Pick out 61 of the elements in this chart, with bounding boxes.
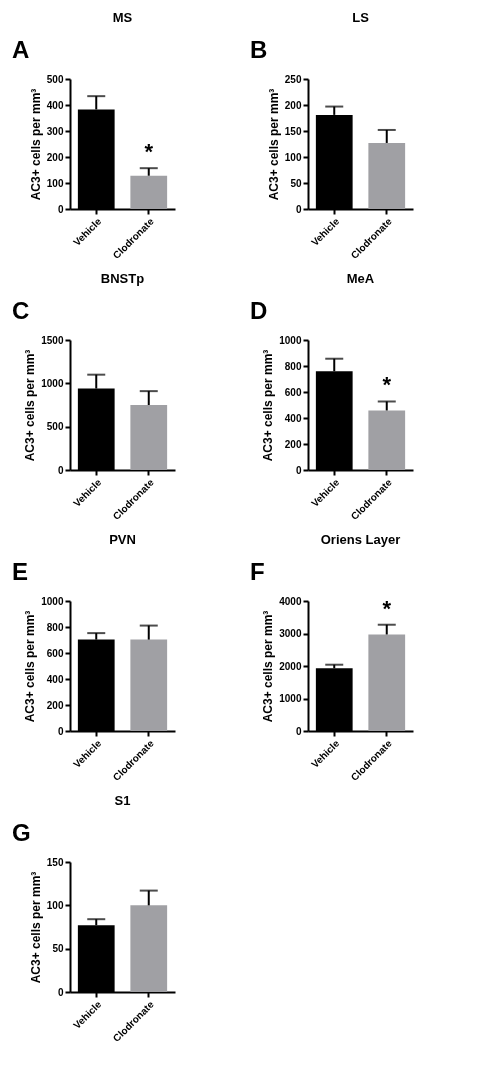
y-tick-label: 400 — [46, 673, 64, 685]
y-tick-label: 800 — [46, 621, 64, 633]
chart-title: Oriens Layer — [320, 532, 401, 547]
chart-title: PVN — [109, 532, 136, 547]
annotation: * — [382, 372, 392, 398]
text: A — [12, 36, 30, 63]
y-tick-label: 200 — [284, 99, 302, 111]
y-tick-label: 800 — [284, 360, 302, 372]
y-tick-label: 400 — [46, 99, 64, 111]
y-tick-label: 200 — [46, 151, 64, 163]
y-tick-label: 1000 — [279, 693, 302, 704]
y-tick-label: 200 — [284, 438, 302, 450]
text: C — [12, 297, 30, 324]
y-tick-label: 250 — [284, 73, 302, 85]
chart-title: LS — [352, 10, 370, 25]
y-tick-label: 3000 — [279, 628, 302, 639]
y-tick-label: 0 — [295, 464, 302, 476]
y-tick-label: 1000 — [279, 334, 302, 346]
y-axis-title: AC3+ cells per mm³ — [28, 88, 43, 201]
y-tick-label: 1000 — [41, 377, 64, 389]
y-tick-label: 1000 — [41, 595, 64, 607]
text: D — [250, 297, 268, 324]
y-tick-label: 50 — [52, 943, 64, 955]
y-tick-label: 0 — [57, 464, 64, 476]
y-tick-label: 0 — [57, 725, 64, 737]
annotation: * — [144, 139, 154, 165]
y-tick-label: 0 — [57, 986, 64, 998]
text: B — [250, 36, 268, 63]
y-tick-label: 2000 — [279, 660, 302, 672]
chart-title: BNSTp — [100, 271, 145, 286]
y-tick-label: 0 — [57, 203, 64, 215]
y-tick-label: 100 — [284, 151, 302, 163]
y-axis-title: AC3+ cells per mm³ — [28, 871, 43, 984]
annotation: * — [382, 595, 392, 621]
y-tick-label: 50 — [290, 177, 302, 189]
y-tick-label: 150 — [46, 856, 64, 868]
y-tick-label: 150 — [284, 125, 302, 137]
chart-title: S1 — [114, 793, 131, 808]
text: G — [12, 819, 31, 846]
y-tick-label: 100 — [46, 899, 64, 911]
y-tick-label: 200 — [46, 699, 64, 711]
y-tick-label: 600 — [46, 647, 64, 659]
y-axis-title: AC3+ cells per mm³ — [23, 349, 38, 462]
text: E — [12, 558, 29, 585]
y-axis-title: AC3+ cells per mm³ — [261, 610, 276, 723]
y-tick-label: 500 — [46, 421, 64, 433]
chart-title: MeA — [346, 271, 375, 286]
chart-title: MS — [112, 10, 133, 25]
y-axis-title: AC3+ cells per mm³ — [266, 88, 281, 201]
y-axis-title: AC3+ cells per mm³ — [261, 349, 276, 462]
y-tick-label: 1500 — [41, 334, 64, 346]
y-tick-label: 400 — [284, 412, 302, 424]
y-tick-label: 0 — [295, 725, 302, 737]
text: F — [250, 558, 265, 585]
y-tick-label: 300 — [46, 125, 64, 137]
y-axis-title: AC3+ cells per mm³ — [23, 610, 38, 723]
y-tick-label: 4000 — [279, 595, 302, 607]
y-tick-label: 100 — [46, 177, 64, 189]
y-tick-label: 600 — [284, 386, 302, 398]
y-tick-label: 0 — [295, 203, 302, 215]
y-tick-label: 500 — [46, 73, 64, 85]
